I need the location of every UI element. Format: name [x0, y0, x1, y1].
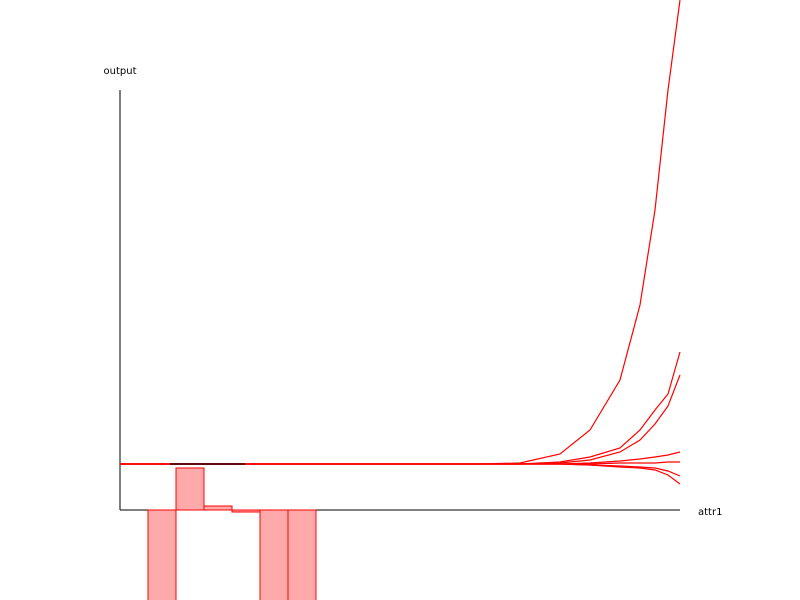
- histogram-bar: [259, 509, 289, 600]
- histogram-bar: [203, 505, 233, 511]
- y-axis-label: output: [104, 66, 137, 77]
- series-line: [120, 0, 681, 465]
- histogram-bar: [147, 509, 177, 600]
- histogram-bar: [175, 467, 205, 511]
- histogram-bar: [287, 509, 317, 600]
- x-axis-label: attr1: [698, 507, 722, 518]
- series-line: [120, 351, 681, 465]
- histogram-bar: [231, 509, 261, 513]
